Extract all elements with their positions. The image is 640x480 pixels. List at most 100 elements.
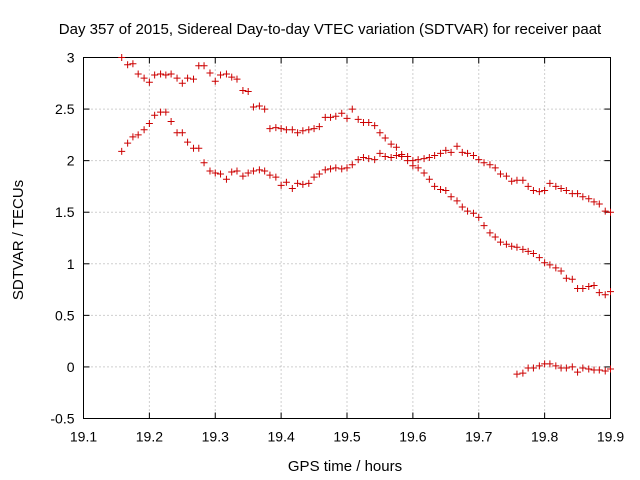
data-point — [249, 103, 257, 111]
data-point — [546, 360, 554, 368]
data-point — [310, 125, 318, 133]
data-point — [524, 247, 532, 255]
data-point — [420, 155, 428, 163]
data-point — [365, 155, 373, 163]
data-point — [480, 159, 488, 167]
x-tick-label: 19.4 — [268, 429, 295, 445]
data-point — [371, 156, 379, 164]
data-point — [299, 127, 307, 135]
data-point — [437, 149, 445, 157]
data-point — [343, 114, 351, 122]
data-point — [562, 187, 570, 195]
data-point — [607, 365, 614, 373]
data-point — [508, 177, 516, 185]
data-point — [601, 367, 609, 375]
data-point — [343, 164, 351, 172]
data-point — [371, 122, 379, 130]
data-point — [392, 151, 400, 159]
data-point — [398, 153, 406, 161]
data-point — [233, 75, 241, 83]
data-point — [261, 105, 269, 113]
x-tick-label: 19.6 — [399, 429, 426, 445]
data-point — [162, 108, 170, 116]
data-point — [217, 170, 225, 178]
data-point — [486, 229, 494, 237]
data-point — [574, 368, 582, 376]
data-point — [546, 179, 554, 187]
data-point — [557, 184, 565, 192]
data-point — [129, 133, 137, 141]
data-point — [387, 140, 395, 148]
data-point — [365, 118, 373, 126]
data-point — [178, 129, 186, 137]
gridlines — [83, 57, 611, 419]
data-point — [381, 153, 389, 161]
data-point — [305, 126, 313, 134]
x-tick-label: 19.7 — [465, 429, 492, 445]
data-point — [541, 259, 549, 267]
data-point — [513, 243, 521, 251]
data-point — [157, 70, 165, 78]
data-point — [404, 157, 412, 165]
data-point — [266, 171, 274, 179]
data-point — [338, 109, 346, 117]
y-tick-label: -0.5 — [50, 411, 74, 427]
data-point — [124, 139, 132, 147]
data-point — [442, 187, 450, 195]
data-point — [469, 151, 477, 159]
data-point — [354, 115, 362, 123]
data-point — [447, 148, 455, 156]
data-point — [557, 267, 565, 275]
data-point — [595, 200, 603, 208]
data-point — [491, 164, 499, 172]
data-point — [496, 170, 504, 178]
data-point — [458, 148, 466, 156]
x-tick-label: 19.2 — [136, 429, 163, 445]
data-points — [118, 54, 614, 378]
data-point — [217, 71, 225, 79]
data-point — [579, 364, 587, 372]
data-point — [305, 179, 313, 187]
data-point — [480, 222, 488, 230]
data-point — [200, 159, 208, 167]
data-point — [491, 233, 499, 241]
data-point — [244, 169, 252, 177]
data-point — [376, 129, 384, 137]
data-point — [239, 87, 247, 95]
data-point — [321, 166, 329, 174]
data-point — [437, 186, 445, 194]
data-point — [315, 123, 323, 131]
x-tick-label: 19.3 — [202, 429, 229, 445]
data-point — [145, 120, 153, 128]
data-point — [288, 126, 296, 134]
data-point — [255, 102, 263, 110]
data-point — [502, 240, 510, 248]
data-point — [519, 176, 527, 184]
data-point — [601, 291, 609, 299]
axis-ticks — [83, 57, 611, 419]
series-satellite-a — [118, 54, 614, 216]
data-point — [299, 180, 307, 188]
data-point — [140, 74, 148, 82]
data-point — [568, 363, 576, 371]
data-point — [184, 74, 192, 82]
data-point — [282, 126, 290, 134]
data-point — [266, 125, 274, 133]
data-point — [425, 175, 433, 183]
data-point — [162, 71, 170, 79]
data-point — [327, 113, 335, 121]
data-point — [431, 151, 439, 159]
data-point — [595, 366, 603, 374]
data-point — [294, 129, 302, 137]
data-point — [327, 165, 335, 173]
data-point — [541, 187, 549, 195]
data-point — [134, 131, 142, 139]
data-point — [453, 142, 461, 150]
data-point — [585, 195, 593, 203]
data-point — [442, 146, 450, 154]
data-point — [568, 275, 576, 283]
data-point — [332, 164, 340, 172]
data-point — [475, 156, 483, 164]
data-point — [607, 208, 614, 216]
